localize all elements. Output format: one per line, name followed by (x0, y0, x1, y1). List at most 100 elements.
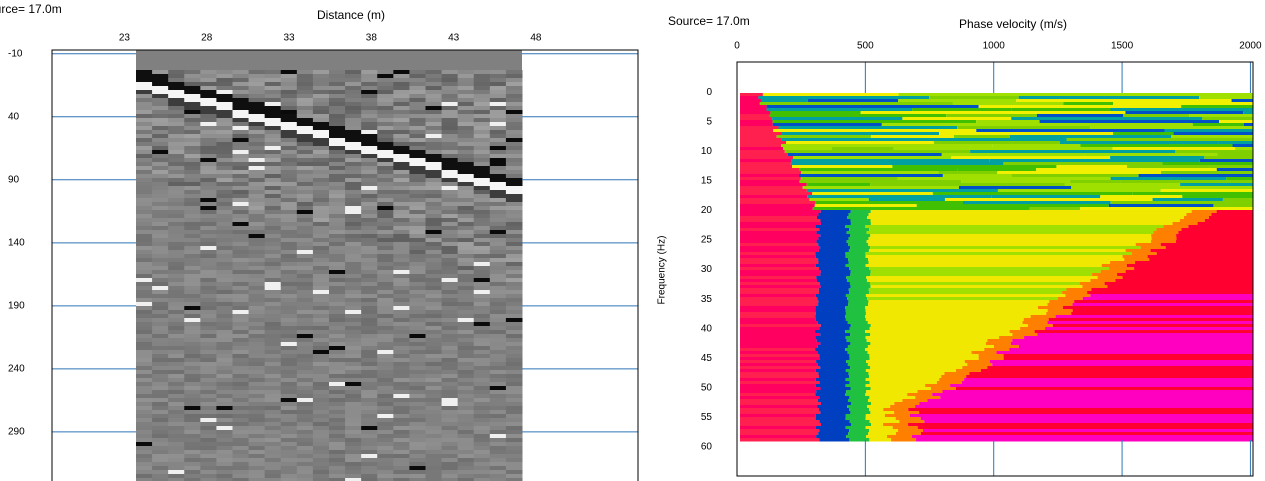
seismic-cell (426, 358, 443, 363)
dispersion-cell (819, 249, 849, 253)
seismic-cell (136, 398, 153, 403)
seismic-cell (442, 218, 459, 223)
seismic-cell (216, 102, 233, 107)
seismic-cell (458, 326, 475, 331)
seismic-cell (249, 398, 266, 403)
seismic-cell (506, 322, 523, 327)
seismic-cell (216, 250, 233, 255)
dispersion-cell (954, 135, 1010, 139)
dispersion-cell (740, 429, 819, 433)
dispersion-cell (849, 288, 869, 292)
dispersion-cell (939, 132, 1113, 136)
seismic-cell (249, 198, 266, 203)
seismic-cell (233, 470, 250, 475)
dispersion-cell (740, 330, 815, 334)
seismic-cell (233, 178, 250, 183)
seismic-cell (490, 98, 507, 103)
seismic-cell (313, 266, 330, 271)
seismic-cell (265, 326, 282, 331)
dispersion-cell (1199, 96, 1253, 100)
seismic-cell (249, 322, 266, 327)
seismic-cell (216, 358, 233, 363)
seismic-cell (265, 230, 282, 235)
seismic-cell (426, 442, 443, 447)
seismic-cell (136, 198, 153, 203)
seismic-cell (265, 370, 282, 375)
seismic-cell (442, 210, 459, 215)
seismic-cell (136, 310, 153, 315)
seismic-cell (168, 402, 185, 407)
seismic-cell (216, 418, 233, 423)
seismic-cell (184, 82, 201, 87)
seismic-cell (506, 350, 523, 355)
seismic-cell (313, 310, 330, 315)
seismic-cell (345, 310, 362, 315)
seismic-cell (216, 314, 233, 319)
seismic-cell (409, 382, 426, 387)
seismic-cell (168, 158, 185, 163)
seismic-cell (409, 146, 426, 151)
seismic-cell (184, 298, 201, 303)
seismic-cell (136, 326, 153, 331)
dispersion-cell (1010, 330, 1035, 334)
seismic-cell (281, 394, 298, 399)
seismic-cell (281, 174, 298, 179)
seismic-cell (313, 202, 330, 207)
seismic-cell (265, 446, 282, 451)
dispersion-cell (1184, 216, 1209, 220)
seismic-cell (152, 318, 169, 323)
seismic-cell (265, 278, 282, 283)
seismic-cell (442, 142, 459, 147)
dispersion-cell (957, 168, 1036, 172)
seismic-cell (297, 374, 314, 379)
seismic-cell (409, 454, 426, 459)
seismic-cell (474, 390, 491, 395)
seismic-cell (506, 446, 523, 451)
seismic-cell (184, 234, 201, 239)
seismic-cell (152, 186, 169, 191)
dispersion-cell (762, 99, 808, 103)
seismic-cell (168, 150, 185, 155)
seismic-cell (281, 358, 298, 363)
seismic-cell (168, 230, 185, 235)
seismic-cell (200, 106, 217, 111)
seismic-cell (474, 334, 491, 339)
seismic-cell (313, 358, 330, 363)
seismic-cell (216, 98, 233, 103)
dispersion-cell (817, 405, 847, 409)
seismic-cell (233, 446, 250, 451)
seismic-cell (313, 458, 330, 463)
seismic-cell (329, 326, 346, 331)
seismic-cell (409, 246, 426, 251)
seismic-cell (297, 286, 314, 291)
dispersion-cell (865, 306, 1038, 310)
seismic-cell (409, 106, 426, 111)
seismic-cell (184, 166, 201, 171)
dispersion-cell (1080, 144, 1232, 148)
dispersion-cell (915, 405, 1253, 409)
dispersion-cell (1180, 183, 1253, 187)
seismic-cell (474, 458, 491, 463)
seismic-cell (313, 298, 330, 303)
seismic-cell (200, 334, 217, 339)
x-tick-label: 23 (119, 33, 131, 44)
seismic-cell (249, 210, 266, 215)
seismic-cell (216, 462, 233, 467)
seismic-cell (216, 270, 233, 275)
seismic-cell (168, 262, 185, 267)
seismic-cell (345, 222, 362, 227)
seismic-cell (136, 426, 153, 431)
dispersion-cell (848, 432, 868, 436)
seismic-cell (442, 126, 459, 131)
seismic-cell (216, 262, 233, 267)
dispersion-cell (815, 225, 845, 229)
seismic-cell (136, 210, 153, 215)
seismic-cell (136, 166, 153, 171)
seismic-cell (409, 206, 426, 211)
seismic-cell (216, 182, 233, 187)
seismic-cell (216, 170, 233, 175)
seismic-cell (442, 342, 459, 347)
seismic-cell (409, 322, 426, 327)
seismic-cell (152, 230, 169, 235)
seismic-cell (377, 118, 394, 123)
